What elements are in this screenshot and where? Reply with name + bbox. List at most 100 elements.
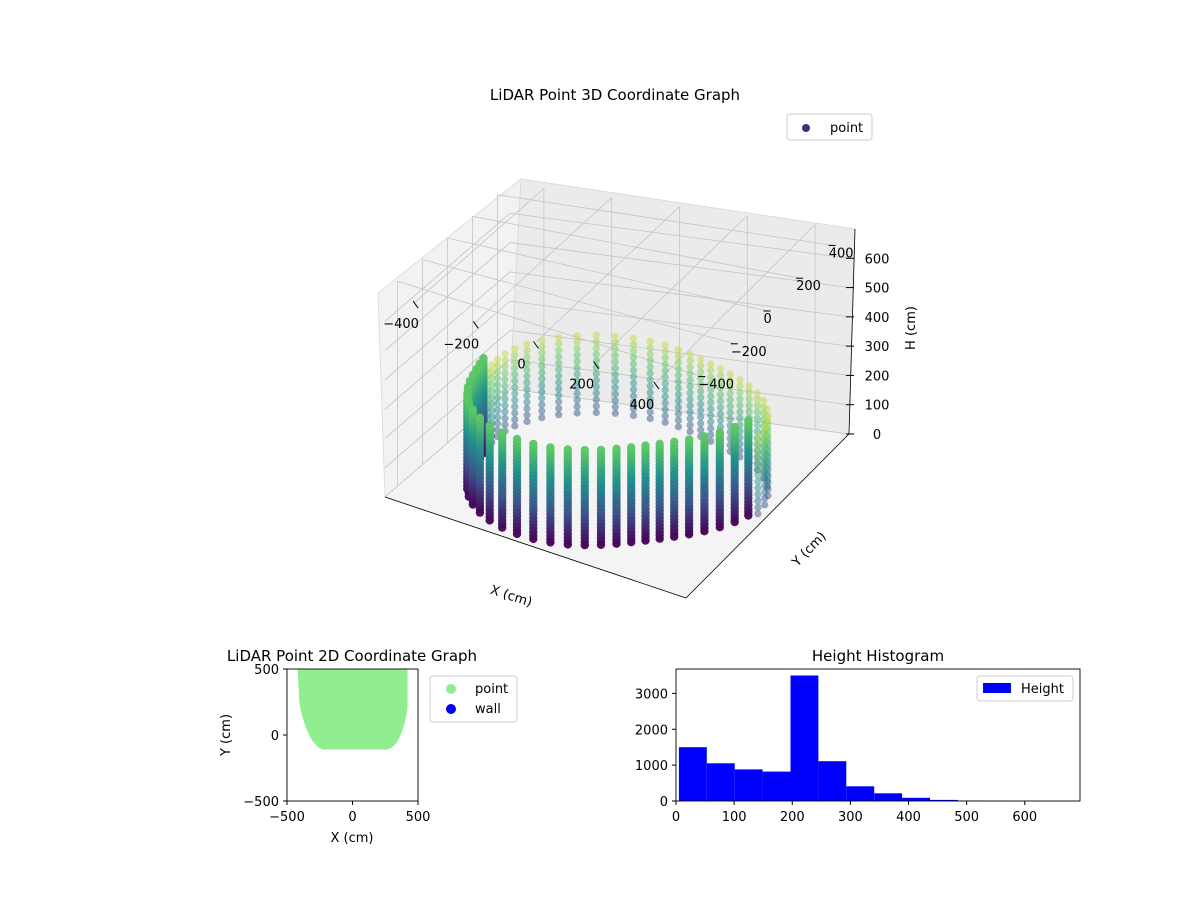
x-tick-label-hist: 300 [838, 810, 863, 825]
legend-2d-marker-wall [446, 704, 456, 714]
cloud-point [555, 385, 563, 393]
cloud-point [761, 449, 769, 457]
histogram-bar [902, 797, 930, 801]
x-tick-3d [533, 341, 539, 349]
grid-line-back-z [509, 271, 850, 318]
x-tick-label-2d: 500 [406, 810, 431, 825]
x-axis-label-2d: X (cm) [331, 831, 374, 846]
cloud-point [754, 484, 762, 492]
cloud-point [538, 356, 546, 364]
cloud-point [501, 350, 509, 358]
cloud-point [744, 416, 753, 425]
cloud-point [707, 405, 715, 413]
grid-line-left-z [384, 242, 511, 351]
cloud-point [646, 350, 654, 358]
cloud-point [538, 375, 546, 383]
x-tick-3d [412, 300, 419, 309]
cloud-point [754, 465, 762, 473]
cloud-point [736, 376, 744, 384]
cloud-point [546, 443, 555, 452]
cloud-point [501, 382, 509, 390]
histogram-bar [678, 747, 707, 801]
cloud-point [754, 478, 762, 486]
point-cloud [463, 331, 772, 550]
cloud-point [686, 382, 694, 390]
z-tick-label-3d: 100 [865, 399, 890, 414]
cloud-point [611, 351, 619, 359]
cloud-point [592, 338, 600, 346]
cloud-point [493, 420, 502, 428]
cloud-point [629, 398, 638, 407]
cloud-point [646, 389, 654, 397]
cloud-point [538, 336, 546, 344]
cloud-point [697, 426, 705, 434]
grid-line-left-z [384, 300, 511, 410]
cloud-point [754, 439, 762, 447]
z-tick-label-3d: 500 [865, 282, 890, 297]
cloud-point [716, 378, 725, 386]
cloud-point [716, 410, 725, 418]
chart-histogram: Height Histogram 0 100 200 300 400 500 600 0 100… [635, 647, 1081, 825]
cloud-point [501, 356, 509, 364]
cloud-point [611, 390, 619, 398]
cloud-point [716, 404, 725, 412]
grid-line-left-z [384, 271, 511, 381]
cloud-point [661, 405, 669, 414]
cloud-point [538, 349, 546, 357]
cloud-point [493, 387, 502, 396]
cloud-point [629, 347, 638, 355]
cloud-point [511, 403, 519, 411]
cloud-point [646, 344, 654, 352]
cloud-point [686, 376, 694, 384]
grid-line-back-z [509, 212, 850, 259]
cloud-point [646, 414, 654, 422]
cloud-point [538, 414, 546, 422]
cloud-point [493, 381, 502, 389]
grid-3d [384, 188, 850, 498]
cloud-point [736, 382, 744, 390]
cloud-point [674, 371, 683, 379]
chart-3d: LiDAR Point 3D Coordinate Graph −400 −200… [377, 86, 919, 611]
cloud-point [684, 435, 694, 444]
cloud-point [580, 446, 589, 455]
cloud-point [697, 381, 705, 389]
cloud-point [736, 414, 744, 422]
cloud-point [629, 386, 638, 394]
cloud-point [611, 364, 619, 372]
legend-histogram-box [976, 675, 1074, 702]
chart-2d-title: LiDAR Point 2D Coordinate Graph [227, 647, 477, 665]
cloud-point [501, 395, 509, 403]
cloud-point [573, 345, 581, 353]
histogram-bars [678, 675, 1070, 801]
cloud-point [753, 395, 761, 403]
cloud-point [511, 422, 519, 430]
cloud-point [493, 355, 502, 363]
cloud-point [686, 369, 694, 378]
histogram-bar [874, 793, 903, 801]
cloud-point [726, 370, 734, 378]
cloud-point [761, 462, 769, 470]
cloud-point [674, 423, 683, 431]
legend-histogram-swatch [983, 683, 1011, 693]
cloud-point [726, 376, 734, 385]
histogram-bar [762, 771, 791, 801]
cloud-point [686, 408, 694, 416]
cloud-point [529, 439, 538, 449]
cloud-point [707, 411, 715, 420]
cloud-point [707, 399, 715, 407]
cloud-point [686, 415, 694, 423]
cloud-point [641, 441, 650, 450]
cloud-point [611, 345, 619, 353]
cloud-point [523, 411, 531, 419]
cloud-point [761, 443, 769, 451]
x-tick-label-2d: 0 [348, 810, 356, 825]
cloud-point [646, 402, 654, 410]
x-axis-label-3d: X (cm) [488, 583, 534, 611]
x-tick-label-hist: 0 [672, 810, 680, 825]
cloud-point [555, 372, 563, 380]
cloud-point [523, 404, 531, 413]
cloud-point [754, 452, 762, 460]
legend-2d-marker-point [446, 684, 456, 694]
cloud-point [686, 389, 694, 397]
